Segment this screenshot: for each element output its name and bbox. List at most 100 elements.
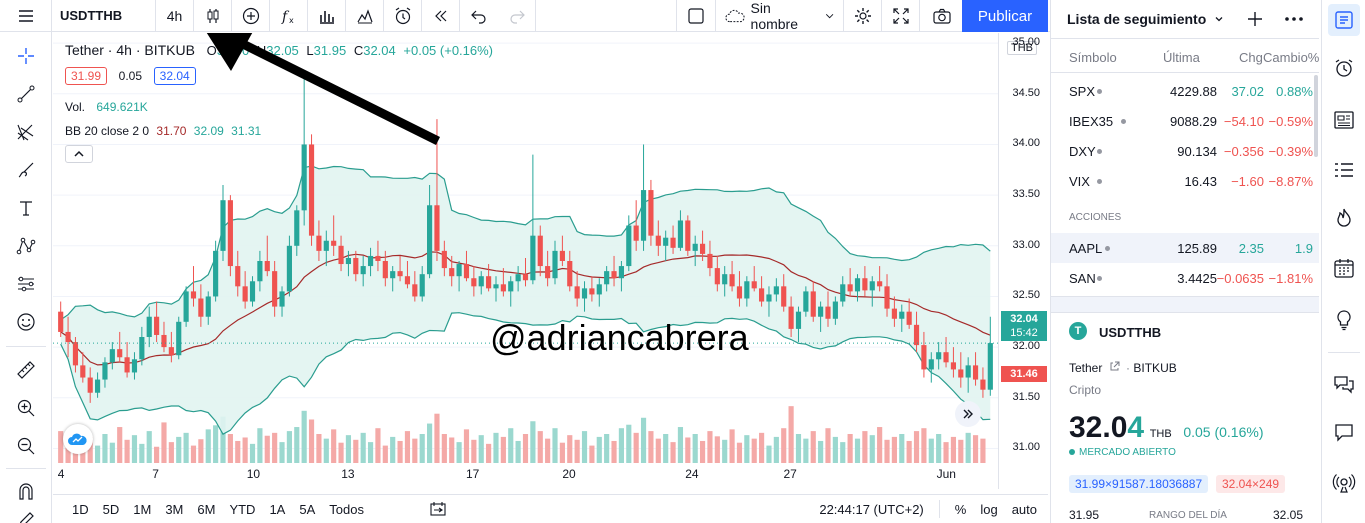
column-last[interactable]: Última [1163, 50, 1200, 65]
trend-line-tool[interactable] [10, 78, 42, 110]
chats-tab[interactable] [1328, 368, 1360, 400]
ideas-tab[interactable] [1328, 304, 1360, 336]
redo-button[interactable] [498, 0, 536, 32]
publish-button[interactable]: Publicar [962, 0, 1048, 32]
crosshair-tool[interactable] [10, 40, 42, 72]
stay-drawing-tool[interactable] [10, 504, 42, 523]
status-dot-icon [1105, 246, 1110, 251]
symbol-search-button[interactable]: USDTTHB [52, 0, 156, 32]
replay-button[interactable] [422, 0, 460, 32]
templates-button[interactable] [346, 0, 384, 32]
price-axis[interactable]: THB 35.00 34.50 34.00 33.50 33.00 32.50 32.00 3… [998, 33, 1048, 489]
multi-layout-button[interactable] [676, 0, 716, 32]
volume-bar [574, 439, 580, 463]
add-symbol-icon[interactable] [1246, 10, 1264, 28]
bid-button[interactable]: 31.99 [65, 67, 108, 85]
candle-body [227, 200, 233, 267]
watchlist-row[interactable]: SAN 3.4425 −0.0635 −1.81% [1051, 263, 1319, 293]
watchlist-row[interactable]: IBEX35 9088.29 −54.10 −0.59% [1051, 106, 1319, 136]
candle [301, 73, 307, 226]
volume-bar [338, 442, 344, 463]
interval-button[interactable]: 4h [156, 0, 194, 32]
percent-toggle[interactable]: % [954, 501, 967, 517]
range-button[interactable]: 5D [102, 501, 120, 517]
chart-type-button[interactable] [194, 0, 232, 32]
volume-bar [522, 434, 529, 463]
settings-button[interactable] [844, 0, 882, 32]
volume-bar [626, 424, 632, 463]
column-change-percent[interactable]: Cambio% [1263, 50, 1320, 65]
compare-button[interactable] [232, 0, 270, 32]
tradingview-logo[interactable] [63, 424, 93, 454]
financials-button[interactable] [308, 0, 346, 32]
column-change[interactable]: Chg [1239, 50, 1263, 65]
text-tool[interactable] [10, 192, 42, 224]
range-button[interactable]: 5A [299, 501, 316, 517]
fullscreen-button[interactable] [882, 0, 920, 32]
watchlist-title-button[interactable]: Lista de seguimiento [1067, 11, 1224, 27]
streams-tab[interactable] [1328, 202, 1360, 234]
prediction-tool[interactable] [10, 268, 42, 300]
alert-button[interactable] [384, 0, 422, 32]
clock[interactable]: 22:44:17 (UTC+2) [819, 501, 924, 517]
currency-label[interactable]: THB [1007, 41, 1037, 55]
pattern-tool[interactable] [10, 230, 42, 262]
zoom-out-tool[interactable] [10, 430, 42, 462]
candle [899, 304, 905, 332]
scroll-to-realtime-button[interactable] [955, 401, 981, 427]
range-button[interactable]: 3M [165, 501, 184, 517]
watchlist-row[interactable]: DXY 90.134 −0.356 −0.39% [1051, 136, 1319, 166]
auto-toggle[interactable]: auto [1011, 501, 1037, 517]
range-button[interactable]: YTD [229, 501, 256, 517]
candle [427, 185, 433, 279]
range-button[interactable]: 6M [197, 501, 216, 517]
row-symbol: SPX [1069, 84, 1096, 99]
log-toggle[interactable]: log [980, 501, 998, 517]
hotlists-tab[interactable] [1328, 154, 1360, 186]
undo-button[interactable] [460, 0, 498, 32]
candle-body [854, 278, 861, 292]
candle [58, 301, 64, 337]
ask-button[interactable]: 32.04 [153, 67, 196, 85]
range-button[interactable]: 1A [269, 501, 286, 517]
calendar-tab[interactable] [1328, 252, 1360, 284]
measure-tool[interactable] [10, 354, 42, 386]
watchlist-row[interactable]: SPX 4229.88 37.02 0.88% [1051, 76, 1319, 106]
more-options-icon[interactable] [1283, 10, 1305, 28]
collapse-legend-button[interactable] [65, 145, 93, 163]
fib-tool[interactable] [10, 116, 42, 148]
details-symbol[interactable]: USDTTHB [1099, 325, 1162, 340]
candle-body [94, 379, 101, 393]
messages-tab[interactable] [1328, 416, 1360, 448]
alert-icon [395, 7, 410, 24]
alerts-tab[interactable] [1328, 52, 1360, 84]
data-window-tab[interactable] [1328, 104, 1360, 136]
snapshot-button[interactable] [920, 0, 964, 32]
chart-pane[interactable]: 4 7 10 13 17 20 24 27 Jun Tether · 4h · BITKUB O… [53, 33, 998, 489]
magnet-tool[interactable] [10, 476, 42, 508]
column-symbol[interactable]: Símbolo [1069, 50, 1117, 65]
pencil-lock-icon [19, 512, 34, 523]
candle [773, 278, 779, 302]
panel-resizer[interactable] [1051, 296, 1319, 313]
goto-date-icon[interactable] [429, 501, 447, 517]
range-button[interactable]: 1M [133, 501, 152, 517]
candle-body [759, 288, 765, 302]
watchlist-row[interactable]: AAPL 125.89 2.35 1.9 [1051, 233, 1319, 263]
watchlist-tab[interactable] [1328, 4, 1360, 36]
watchlist-row[interactable]: VIX 16.43 −1.60 −8.87% [1051, 166, 1319, 196]
price-chart[interactable]: 4 7 10 13 17 20 24 27 Jun [53, 33, 998, 489]
watchlist-scrollbar[interactable] [1314, 75, 1318, 157]
candle [94, 372, 101, 398]
brush-tool[interactable] [10, 154, 42, 186]
icons-tool[interactable] [10, 306, 42, 338]
volume-bar [102, 434, 108, 463]
zoom-in-tool[interactable] [10, 392, 42, 424]
menu-button[interactable] [0, 0, 52, 32]
layout-name-button[interactable]: Sin nombre [716, 0, 844, 32]
signals-tab[interactable] [1328, 466, 1360, 498]
range-button[interactable]: 1D [72, 501, 89, 517]
range-button[interactable]: Todos [329, 501, 364, 517]
external-link-icon[interactable] [1109, 361, 1120, 372]
